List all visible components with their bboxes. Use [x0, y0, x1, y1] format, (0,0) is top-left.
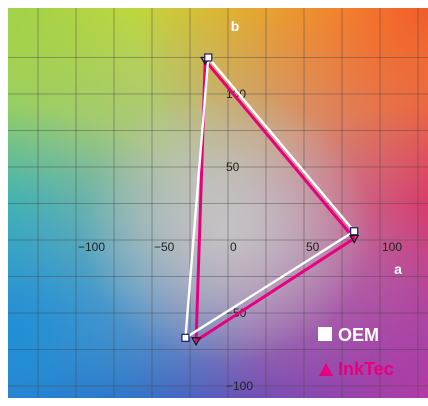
legend-item-inktec: InkTec [319, 359, 394, 379]
legend: OEM InkTec [318, 325, 394, 379]
oem-point-marker [204, 53, 213, 62]
inktec-point-marker [191, 337, 202, 346]
inktec-point-marker [349, 234, 360, 244]
legend-triangle-marker [319, 363, 333, 376]
oem-point-marker [350, 227, 359, 236]
x-tick-label: 100 [382, 240, 402, 254]
lab-color-plane [8, 8, 428, 398]
x-tick-label: 0 [230, 240, 237, 254]
x-axis-label: a [394, 261, 402, 277]
legend-square-marker [318, 327, 332, 341]
grid [8, 8, 428, 398]
series [181, 53, 360, 346]
x-tick-label: −100 [78, 240, 105, 254]
legend-label-oem: OEM [338, 325, 379, 345]
y-tick-label: −100 [226, 379, 253, 393]
x-tick-label: −50 [154, 240, 175, 254]
oem-point-marker [181, 333, 190, 342]
x-tick-label: 50 [306, 240, 320, 254]
gamut-outline-oem [184, 56, 356, 340]
gamut-outline-inktec [194, 58, 356, 343]
y-axis-label: b [231, 18, 240, 34]
y-tick-label: 50 [226, 160, 240, 174]
legend-item-oem: OEM [318, 325, 379, 345]
legend-label-inktec: InkTec [338, 359, 394, 379]
